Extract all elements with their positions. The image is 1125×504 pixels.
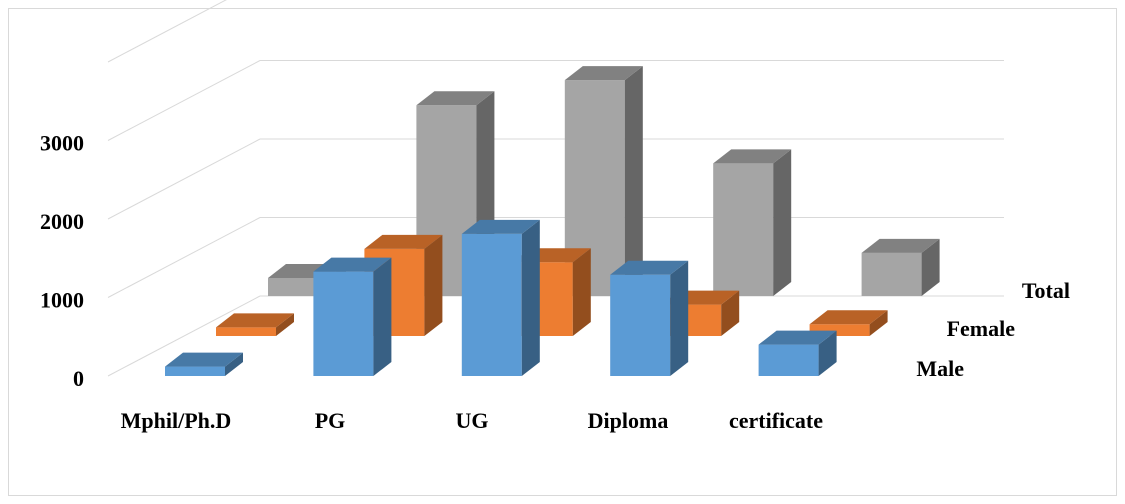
bar-front-face — [313, 271, 374, 376]
bar-side-face — [869, 310, 888, 336]
bar-side-face — [521, 219, 540, 376]
bar-top-face — [364, 234, 443, 249]
bar-total-diploma — [713, 149, 792, 296]
bar-top-face — [564, 66, 643, 81]
bar-top-face — [809, 310, 888, 325]
bar-side-face — [773, 149, 792, 296]
y-tick-label-2000: 2000 — [40, 209, 84, 234]
bar-male-pg — [313, 257, 392, 376]
series-male — [165, 219, 837, 376]
gridline-side-2000 — [107, 138, 261, 220]
bar-side-face — [624, 66, 643, 296]
gridline-side-3000 — [107, 60, 261, 141]
bar-front-face — [610, 274, 671, 376]
bar-front-face — [165, 366, 225, 376]
bar-male-mphil-ph-d — [165, 352, 243, 376]
bar-front-face — [758, 344, 819, 376]
y-axis-tick-labels: 0 1000 2000 3000 — [40, 131, 84, 392]
x-category-label-ug: UG — [456, 408, 489, 433]
bar-side-face — [373, 257, 392, 376]
bar-top-face — [216, 313, 294, 328]
y-tick-label-3000: 3000 — [40, 131, 84, 156]
bar-side-face — [572, 248, 591, 336]
bar-top-face — [165, 352, 243, 367]
bar-side-face — [921, 238, 940, 296]
bar-top-face — [610, 260, 689, 275]
bar-side-face — [818, 330, 837, 376]
gridline-side-4000 — [107, 0, 227, 63]
bar-female-certificate — [809, 310, 888, 336]
bar-side-face — [276, 313, 294, 336]
x-category-label-pg: PG — [315, 408, 346, 433]
bar-top-face — [416, 91, 495, 106]
bar-front-face — [713, 163, 774, 296]
x-category-label-diploma: Diploma — [588, 408, 669, 433]
bar-front-face — [268, 277, 328, 296]
bar-male-ug — [461, 219, 540, 376]
bar-top-face — [861, 238, 940, 253]
bar-front-face — [809, 324, 870, 336]
bar-side-face — [721, 290, 740, 336]
bar-top-face — [758, 330, 837, 345]
bar-male-certificate — [758, 330, 837, 376]
bar-female-mphil-ph-d — [216, 313, 294, 336]
bar-front-face — [216, 327, 276, 336]
bar-top-face — [713, 149, 792, 164]
bar-side-face — [424, 234, 443, 336]
bar-side-face — [670, 260, 689, 376]
gridline-side-1000 — [107, 217, 261, 298]
x-axis-category-labels: Mphil/Ph.D PG UG Diploma certificate — [121, 408, 824, 433]
bar-front-face — [861, 252, 922, 296]
series-label-female: Female — [947, 316, 1016, 341]
series-label-total: Total — [1022, 278, 1070, 303]
bar-total-certificate — [861, 238, 940, 296]
x-category-label-mphil-ph-d: Mphil/Ph.D — [121, 408, 232, 433]
y-tick-label-1000: 1000 — [40, 288, 84, 313]
bar-side-face — [225, 352, 243, 376]
bars — [165, 66, 940, 376]
x-category-label-certificate: certificate — [729, 408, 823, 433]
y-tick-label-0: 0 — [73, 366, 84, 391]
gridline-side-0 — [107, 295, 261, 377]
bar-top-face — [313, 257, 392, 272]
bar-top-face — [461, 219, 540, 234]
bar-male-diploma — [610, 260, 689, 376]
series-label-male: Male — [916, 356, 964, 381]
bar-front-face — [461, 233, 522, 376]
